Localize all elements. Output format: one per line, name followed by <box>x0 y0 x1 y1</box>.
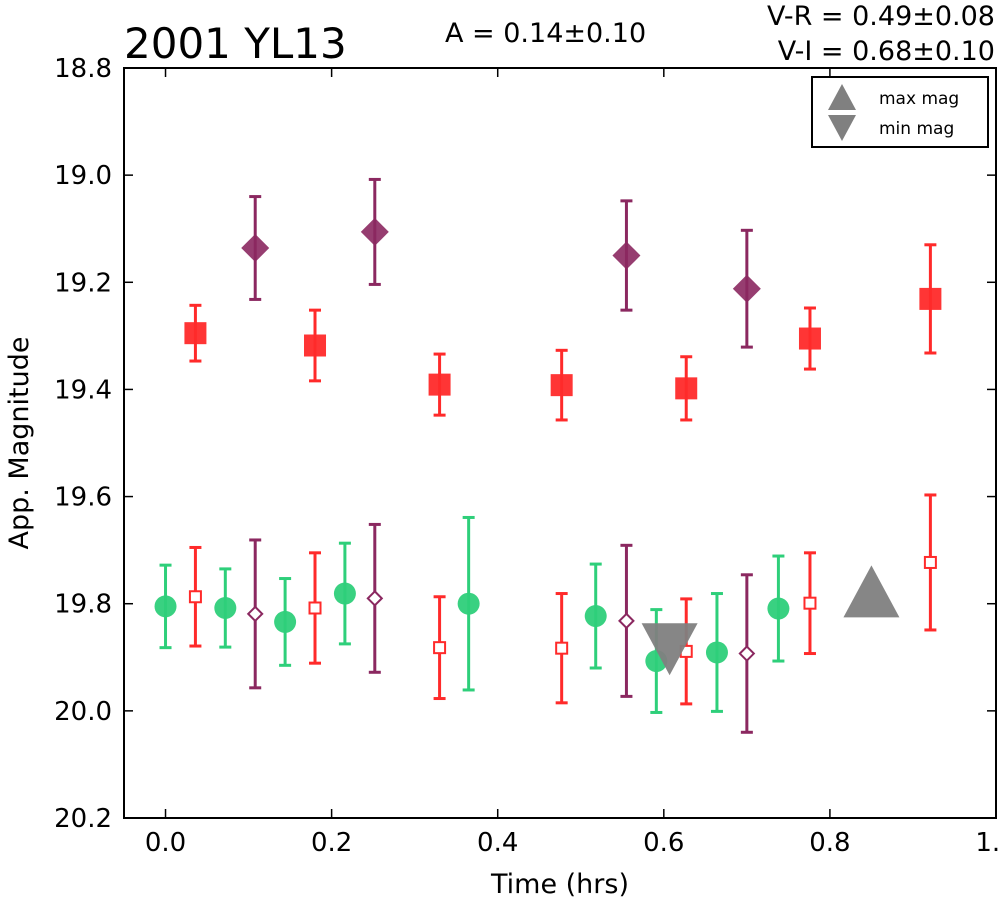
extrema-markers <box>641 565 900 676</box>
amplitude-label: A = 0.14±0.10 <box>445 18 646 49</box>
y-tick-label: 19.0 <box>54 161 112 191</box>
filled-circle-marker <box>274 610 297 633</box>
data-markers <box>154 217 942 673</box>
y-axis-label: App. Magnitude <box>4 337 35 550</box>
filled-circle-marker <box>705 641 728 664</box>
y-axis: 18.8 19.0 19.2 19.4 19.6 19.8 20.0 20.2 <box>54 54 996 834</box>
filled-circle-marker <box>154 595 177 618</box>
open-diamond-marker <box>618 612 635 630</box>
color-index-vi: V-I = 0.68±0.10 <box>778 36 995 67</box>
filled-circle-marker <box>214 597 237 619</box>
y-tick-label: 19.6 <box>54 483 112 513</box>
max-mag-marker <box>843 565 900 618</box>
filled-square-marker <box>550 374 573 397</box>
error-bars <box>159 177 937 734</box>
min-mag-marker <box>641 623 698 676</box>
filled-diamond-marker <box>241 234 270 262</box>
open-diamond-marker <box>366 589 384 607</box>
filled-square-marker <box>798 327 821 350</box>
x-tick-label: 0.2 <box>311 828 352 858</box>
y-tick-label: 18.8 <box>54 54 112 84</box>
filled-square-marker <box>919 287 942 310</box>
open-square-marker <box>188 590 202 604</box>
filled-circle-marker <box>457 592 480 615</box>
x-tick-label: 1.0 <box>975 828 1000 858</box>
y-tick-label: 20.2 <box>54 804 112 834</box>
filled-square-marker <box>304 334 327 357</box>
color-index-vr: V-R = 0.49±0.08 <box>767 1 995 32</box>
legend-max-mag-icon <box>828 84 856 110</box>
filled-circle-marker <box>584 605 607 628</box>
filled-circle-marker <box>767 597 790 620</box>
x-axis-label: Time (hrs) <box>490 869 629 900</box>
x-tick-label: 0.0 <box>145 828 186 858</box>
y-tick-label: 20.0 <box>54 697 112 727</box>
filled-diamond-marker <box>612 241 641 270</box>
open-square-marker <box>433 641 447 655</box>
x-tick-label: 0.6 <box>643 828 684 858</box>
open-square-marker <box>923 555 937 569</box>
legend: max mag min mag <box>811 76 989 148</box>
x-axis: 0.0 0.2 0.4 0.6 0.8 1.0 <box>145 68 1000 858</box>
open-diamond-marker <box>738 645 756 662</box>
y-tick-label: 19.8 <box>54 590 112 620</box>
filled-diamond-marker <box>732 274 761 303</box>
open-diamond-marker <box>246 605 264 623</box>
x-tick-label: 0.8 <box>809 828 850 858</box>
legend-min-mag-icon <box>828 115 856 141</box>
filled-square-marker <box>184 322 207 345</box>
filled-square-marker <box>428 373 451 396</box>
chart-title: 2001 YL13 <box>124 19 347 68</box>
filled-square-marker <box>675 377 698 400</box>
plot-area <box>123 67 997 819</box>
y-tick-label: 19.2 <box>54 268 112 298</box>
y-tick-label: 19.4 <box>54 375 112 405</box>
legend-min-mag-label: min mag <box>879 119 954 139</box>
legend-max-mag-label: max mag <box>879 89 959 109</box>
open-square-marker <box>308 601 322 615</box>
filled-circle-marker <box>333 582 356 605</box>
filled-diamond-marker <box>360 217 389 246</box>
open-square-marker <box>555 641 569 655</box>
x-tick-label: 0.4 <box>477 828 518 858</box>
open-square-marker <box>803 596 817 610</box>
